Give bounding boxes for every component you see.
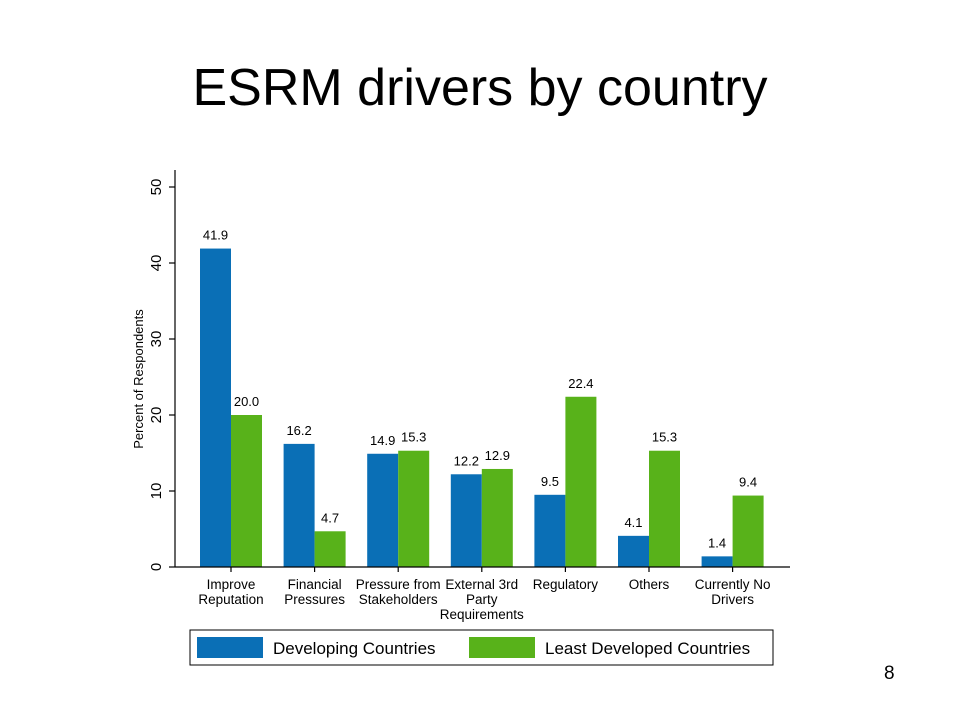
y-axis: 0 10 20 30 40 50 Percent of Respondents (131, 170, 176, 571)
data-label: 20.0 (234, 394, 259, 409)
data-label: 4.7 (321, 510, 339, 525)
y-axis-label: Percent of Respondents (131, 309, 146, 449)
data-label: 16.2 (286, 423, 311, 438)
data-label: 9.5 (541, 474, 559, 489)
x-tick-label: Stakeholders (359, 592, 438, 607)
value-labels: 41.9 20.0 16.2 4.7 14.9 15.3 12.2 12.9 9.5 22.4 4.… (203, 228, 757, 551)
data-label: 15.3 (401, 430, 426, 445)
x-tick-label: Pressure from (356, 577, 441, 592)
data-label: 12.9 (485, 448, 510, 463)
x-tick-label: Improve (207, 577, 256, 592)
x-tick-label: Others (629, 577, 670, 592)
data-label: 22.4 (568, 376, 593, 391)
bar-least-developed (398, 450, 430, 567)
bars (200, 248, 764, 567)
page-number: 8 (884, 663, 895, 684)
y-tick-label: 30 (148, 331, 165, 348)
legend-label: Developing Countries (273, 639, 436, 658)
bar-developing (618, 535, 649, 567)
slide-title: ESRM drivers by country (192, 59, 768, 117)
bar-least-developed (231, 415, 262, 567)
x-tick-label: Requirements (440, 607, 524, 622)
data-label: 15.3 (652, 430, 677, 445)
x-tick-label: Party (466, 592, 498, 607)
x-tick-label: External 3rd (445, 577, 518, 592)
bar-least-developed (314, 531, 346, 567)
y-tick-label: 10 (148, 483, 165, 500)
x-tick-label: Regulatory (533, 577, 599, 592)
data-label: 41.9 (203, 228, 228, 243)
x-tick-label: Currently No (695, 577, 771, 592)
bar-least-developed (481, 468, 513, 567)
y-tick-label: 0 (148, 563, 165, 571)
bar-developing (450, 474, 482, 567)
legend-swatch (469, 637, 535, 658)
x-tick-label: Reputation (198, 592, 263, 607)
bar-developing (534, 494, 566, 567)
bar-least-developed (565, 396, 597, 567)
data-label: 12.2 (454, 453, 479, 468)
data-label: 4.1 (624, 515, 642, 530)
data-label: 14.9 (370, 433, 395, 448)
x-tick-label: Financial (288, 577, 342, 592)
y-tick-label: 20 (148, 407, 165, 424)
bar-developing (367, 453, 399, 567)
bar-least-developed (649, 450, 680, 567)
data-label: 1.4 (708, 535, 726, 550)
y-tick-label: 40 (148, 255, 165, 272)
bar-developing (200, 248, 231, 567)
data-label: 9.4 (739, 475, 757, 490)
bar-developing (283, 443, 315, 567)
legend: Developing Countries Least Developed Coun… (189, 629, 774, 666)
legend-label: Least Developed Countries (545, 639, 750, 658)
x-tick-label: Pressures (284, 592, 345, 607)
x-tick-label: Drivers (711, 592, 754, 607)
y-tick-label: 50 (148, 179, 165, 196)
bar-least-developed (732, 495, 764, 567)
legend-swatch (197, 637, 263, 658)
bar-developing (701, 556, 733, 567)
